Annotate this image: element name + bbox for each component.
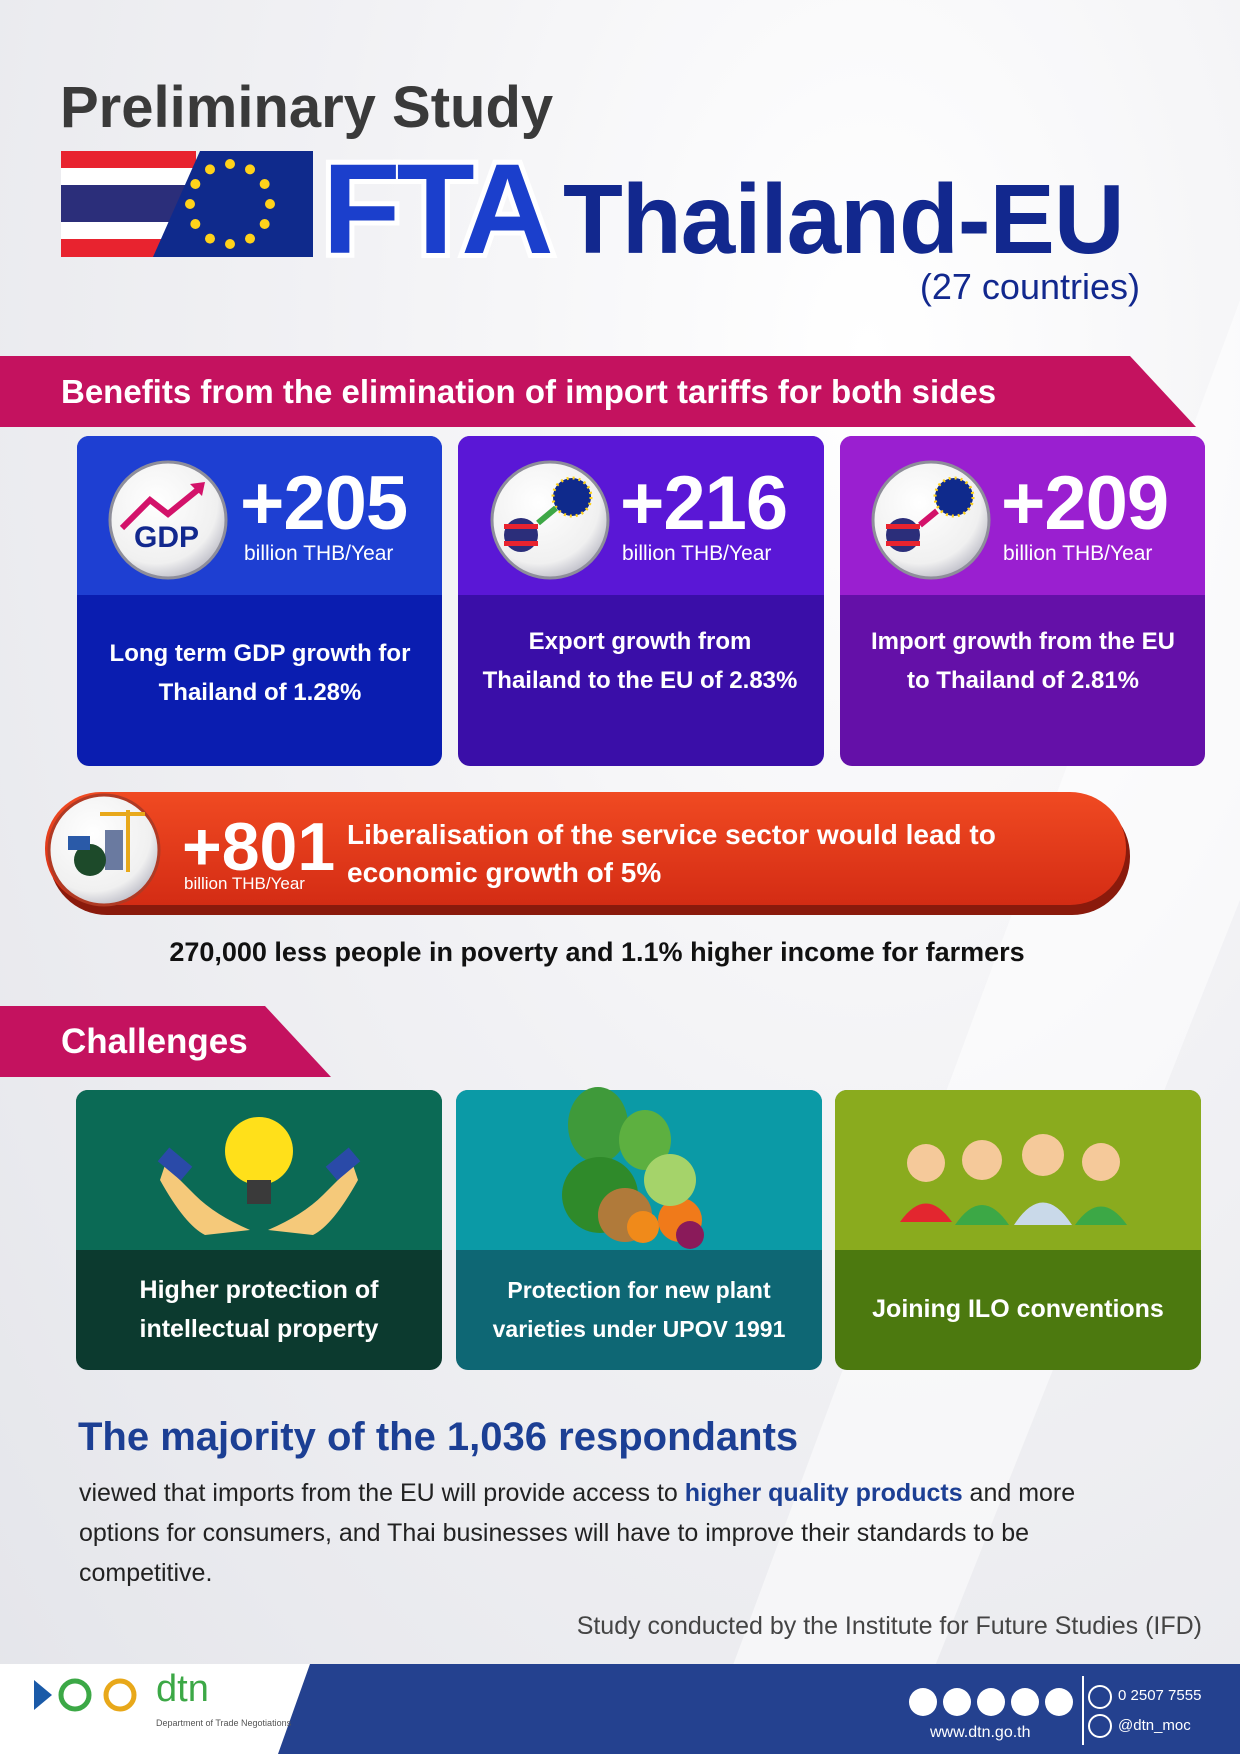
youtube-icon[interactable]: [977, 1688, 1005, 1716]
benefit-unit: billion THB/Year: [244, 542, 394, 565]
benefit-unit: billion THB/Year: [622, 542, 772, 565]
eu-star: [225, 239, 235, 249]
benefit-value: +216: [620, 461, 788, 546]
highlight: higher quality products: [684, 1479, 963, 1507]
poverty-note: 270,000 less people in poverty and 1.1% …: [169, 937, 1025, 967]
eu-star: [259, 219, 270, 229]
text: viewed that imports from the EU will pro…: [79, 1479, 685, 1507]
services-description: Liberalisation of the service sector wou…: [347, 819, 996, 888]
people-icon: [900, 1134, 1127, 1225]
services-icon: [47, 793, 161, 907]
moc-logo: [34, 1678, 137, 1712]
benefit-description: Import growth from the EU to Thailand of…: [871, 628, 1175, 694]
challenge-label: Protection for new plant varieties under…: [492, 1277, 786, 1342]
challenge-label: Higher protection of intellectual proper…: [139, 1276, 379, 1343]
department: Department of Trade Negotiations: [156, 1718, 292, 1728]
icon-label: GDP: [134, 521, 200, 554]
eu-star: [265, 199, 275, 209]
line-id: @dtn_moc: [1118, 1717, 1191, 1734]
section-band: [0, 356, 1196, 427]
eu-star: [190, 219, 201, 229]
eu-star: [205, 164, 215, 175]
section-heading: Benefits from the elimination of import …: [61, 373, 997, 410]
phone: 0 2507 7555: [1118, 1687, 1202, 1704]
benefit-description: Export growth from Thailand to the EU of…: [482, 628, 798, 694]
phone-icon: [1088, 1685, 1112, 1709]
line-icon[interactable]: [1045, 1688, 1073, 1716]
services-value: +801: [182, 809, 336, 885]
benefit-value: +209: [1001, 461, 1169, 546]
eu-star: [225, 159, 235, 169]
subtitle: (27 countries): [919, 266, 1140, 307]
website[interactable]: www.dtn.go.th: [930, 1724, 1031, 1741]
title: Preliminary Study: [60, 75, 554, 140]
benefit-unit: billion THB/Year: [1003, 542, 1153, 565]
fta-logo: FTA: [322, 138, 551, 281]
text: and more options for consumers, and Thai…: [79, 1479, 1076, 1587]
section-heading: Challenges: [61, 1022, 248, 1061]
benefit-value: +205: [240, 461, 408, 546]
export-icon: [490, 460, 610, 580]
eu-star: [245, 233, 255, 244]
twitter-icon[interactable]: [1011, 1688, 1039, 1716]
survey-text: viewed that imports from the EU will pro…: [79, 1473, 1139, 1593]
eu-star: [245, 164, 255, 175]
line-id-icon: [1088, 1714, 1112, 1738]
eu-star: [205, 233, 215, 244]
eu-star: [185, 199, 195, 209]
footer-logo-area: [0, 1664, 310, 1754]
benefit-description: Long term GDP growth for Thailand of 1.2…: [109, 640, 411, 706]
gdp-icon: [108, 460, 228, 580]
eu-star: [259, 179, 270, 189]
eu-flag: [153, 151, 313, 257]
region-title: Thailand-EU: [563, 164, 1125, 274]
facebook-icon[interactable]: [909, 1688, 937, 1716]
social-icons[interactable]: [909, 1685, 1112, 1738]
challenge-label: Joining ILO conventions: [872, 1295, 1164, 1323]
survey-heading: The majority of the 1,036 respondants: [78, 1415, 799, 1459]
services-unit: billion THB/Year: [184, 874, 305, 893]
eu-star: [190, 179, 201, 189]
dtn-logo: dtn: [156, 1668, 209, 1710]
produce-icon: [562, 1087, 704, 1249]
section-band: [0, 1006, 331, 1077]
instagram-icon[interactable]: [943, 1688, 971, 1716]
services-banner: [45, 792, 1126, 905]
import-icon: [871, 460, 991, 580]
ip-icon: [157, 1117, 361, 1235]
credit: Study conducted by the Institute for Fut…: [576, 1612, 1202, 1640]
